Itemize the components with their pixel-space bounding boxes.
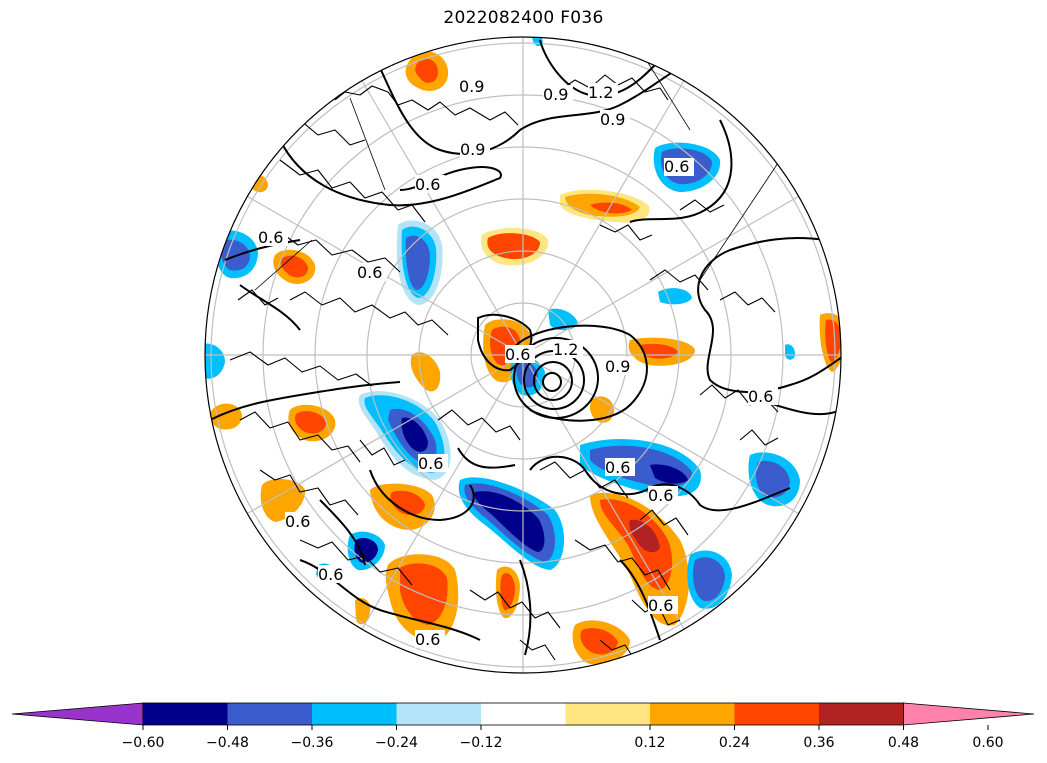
colorbar-tick-label: −0.36: [291, 735, 334, 751]
colorbar-tick-label: −0.12: [460, 735, 503, 751]
colorbar-segment: [565, 703, 651, 725]
anomaly-patch-positive: [500, 573, 515, 611]
colorbar-segment: [312, 703, 397, 725]
contour-label: 0.6: [415, 630, 440, 649]
contour-label: 0.6: [748, 387, 773, 406]
polar-map: 0.9 1.2 0.9 0.9 0.9 0.6 0.6 0.6 0.6 0.6 …: [204, 36, 842, 674]
anomaly-patch-positive: [260, 478, 306, 522]
anomaly-patch-positive: [590, 202, 632, 214]
contour-label: 1.2: [553, 340, 578, 359]
anomaly-patch-positive: [410, 352, 441, 392]
colorbar-segment: [650, 703, 735, 725]
anomaly-patch-positive: [629, 519, 660, 553]
anomaly-patch-negative: [756, 460, 790, 498]
colorbar-segment: [227, 703, 313, 725]
contour-label: 0.6: [664, 157, 689, 176]
colorbar-tick-label: −0.48: [206, 735, 249, 751]
contour-label-group: 0.9 1.2 0.9 0.9 0.9 0.6 0.6 0.6 0.6 0.6 …: [258, 77, 778, 649]
colorbar-boxes: [11, 702, 1035, 726]
contour-label: 0.9: [543, 85, 568, 104]
colorbar-tick-label: −0.24: [375, 735, 418, 751]
colorbar-extend-max: [903, 702, 1035, 726]
anomaly-patch-positive: [210, 403, 242, 430]
contour-label: 0.9: [600, 110, 625, 129]
colorbar-ticks: −0.60 −0.48 −0.36 −0.24 −0.12 0.12 0.24 0.36 0.4…: [122, 725, 1004, 751]
anomaly-patch-negative: [693, 557, 725, 602]
anomaly-patch-positive: [295, 411, 326, 434]
colorbar-tick-label: 0.60: [972, 735, 1003, 751]
colorbar-segment: [481, 703, 566, 725]
contour-label: 0.6: [605, 458, 630, 477]
graticule: [205, 37, 841, 673]
contour-label: 0.6: [418, 454, 443, 473]
anomaly-patch-negative: [658, 288, 692, 305]
contour-label: 0.9: [460, 140, 485, 159]
anomaly-patch-negative: [401, 417, 428, 452]
map-title: 2022082400 F036: [443, 8, 604, 28]
anomaly-patch-positive: [415, 58, 438, 83]
colorbar-extend-min: [11, 702, 144, 726]
colorbar-segment: [734, 703, 820, 725]
country-borders: [254, 49, 781, 291]
contour-label: 0.6: [505, 345, 530, 364]
contour-label: 0.9: [605, 357, 630, 376]
colorbar-segment: [396, 703, 482, 725]
colorbar-tick-label: 0.24: [719, 735, 750, 751]
contour-label: 0.6: [318, 565, 343, 584]
anomaly-patch-positive: [600, 499, 673, 590]
colorbar-tick-label: −0.60: [122, 735, 165, 751]
contour-label: 0.9: [459, 77, 484, 96]
anomaly-patch-negative: [516, 360, 538, 388]
colorbar-tick-label: 0.48: [888, 735, 919, 751]
anomaly-patch-positive: [390, 490, 425, 516]
anomaly-patch-positive: [825, 319, 841, 362]
colorbar-outline: [142, 702, 904, 726]
colorbar-segment: [143, 703, 228, 725]
anomaly-patch-negative: [474, 491, 545, 552]
anomaly-patch-positive: [487, 233, 540, 260]
anomaly-patch-negative: [205, 343, 225, 379]
contour-label: 0.6: [648, 596, 673, 615]
anomaly-patch-negative: [650, 464, 688, 484]
contour-label: 0.6: [648, 486, 673, 505]
colorbar-tick-label: 0.12: [634, 735, 665, 751]
map-boundary: [204, 36, 842, 674]
contour-label: 0.6: [357, 263, 382, 282]
anomaly-patch-positive: [400, 563, 448, 625]
anomaly-patch-negative: [785, 344, 796, 360]
anomaly-patch-negative: [405, 235, 430, 290]
contour-label: 0.6: [258, 228, 283, 247]
contour-label: 1.2: [588, 83, 613, 102]
colorbar-segment: [819, 703, 904, 725]
contour-label: 0.6: [415, 175, 440, 194]
colorbar-tick-label: 0.36: [803, 735, 834, 751]
contour-label: 0.6: [285, 512, 310, 531]
